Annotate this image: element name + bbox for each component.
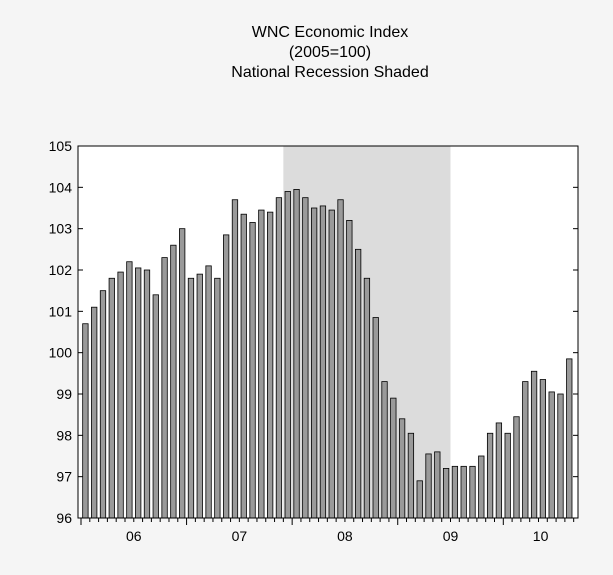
bar-2009-10 — [478, 455, 485, 519]
bar-2008-04 — [319, 205, 327, 519]
x-tick-label-10: 10 — [533, 528, 549, 544]
y-tick-label-102: 102 — [49, 262, 73, 278]
bar-2007-04 — [214, 277, 221, 519]
x-tick-label-08: 08 — [337, 528, 353, 544]
y-tick-label-97: 97 — [56, 469, 72, 485]
y-axis: 96 97 98 99 100 101 102 103 104 105 — [49, 138, 578, 526]
bar-2009-03 — [416, 480, 423, 519]
bar-2006-10 — [161, 257, 168, 519]
bar-2006-07 — [135, 267, 142, 519]
bar-2006-01 — [82, 323, 89, 519]
y-tick-label-96: 96 — [56, 510, 72, 526]
bar-2008-07 — [346, 219, 353, 519]
bar-2007-09 — [258, 209, 265, 519]
bar-2008-06 — [337, 199, 344, 519]
x-tick-label-07: 07 — [232, 528, 248, 544]
bar-2008-05 — [328, 209, 335, 519]
bar-2006-12 — [179, 228, 186, 519]
bar-2007-01 — [187, 277, 195, 519]
bar-2009-05 — [434, 451, 441, 519]
bar-2008-02 — [302, 197, 309, 519]
bar-2009-12 — [495, 422, 503, 519]
bar-2006-05 — [117, 271, 124, 519]
y-tick-label-105: 105 — [49, 138, 73, 154]
bar-2010-04 — [530, 370, 538, 519]
y-tick-label-104: 104 — [49, 179, 73, 195]
bar-2007-11 — [275, 197, 283, 519]
bar-2007-02 — [196, 273, 203, 519]
bar-2010-02 — [513, 416, 520, 519]
x-tick-label-09: 09 — [443, 528, 459, 544]
bar-2007-07 — [240, 213, 247, 519]
bar-2008-08 — [355, 248, 362, 519]
y-tick-label-98: 98 — [56, 427, 72, 443]
bar-2007-08 — [249, 222, 256, 519]
bar-2006-11 — [170, 244, 177, 519]
y-tick-label-101: 101 — [49, 303, 73, 319]
bar-series — [82, 188, 573, 519]
bar-2008-03 — [311, 207, 318, 519]
x-tick-label-06: 06 — [126, 528, 142, 544]
bar-2007-03 — [205, 265, 212, 519]
chart-title-line-3: National Recession Shaded — [231, 64, 428, 81]
bar-2009-04 — [425, 453, 432, 519]
bar-2009-11 — [486, 432, 494, 519]
bar-2009-01 — [398, 418, 406, 519]
bar-2009-02 — [407, 432, 415, 519]
bar-2007-05 — [223, 234, 230, 519]
bar-2008-11 — [381, 381, 388, 519]
bar-2008-12 — [390, 397, 397, 519]
bar-2009-08 — [460, 465, 467, 519]
bar-2006-03 — [99, 290, 107, 519]
bar-2010-05 — [539, 379, 547, 519]
bar-2007-06 — [231, 199, 239, 519]
bar-2009-07 — [451, 465, 459, 519]
bar-2006-04 — [108, 277, 115, 519]
chart-title-line-2: (2005=100) — [289, 44, 371, 61]
bar-2009-09 — [469, 465, 476, 519]
bar-2008-10 — [372, 317, 379, 519]
y-tick-label-103: 103 — [49, 221, 73, 237]
bar-2010-06 — [548, 391, 555, 519]
y-tick-label-99: 99 — [56, 386, 72, 402]
bar-2009-06 — [442, 467, 450, 519]
bar-2006-06 — [126, 261, 133, 519]
bar-2007-12 — [284, 191, 291, 519]
bar-2010-07 — [557, 393, 564, 519]
bar-2010-08 — [566, 358, 573, 519]
y-tick-label-100: 100 — [49, 345, 73, 361]
bar-2008-09 — [363, 277, 371, 519]
bar-2010-01 — [504, 432, 511, 519]
bar-2006-02 — [91, 306, 98, 519]
bar-2006-08 — [143, 269, 151, 519]
bar-2007-10 — [267, 211, 274, 519]
bar-2010-03 — [522, 381, 529, 519]
x-axis: 06 07 08 09 10 — [80, 518, 575, 544]
plot-border — [77, 145, 579, 519]
chart-title-line-1: WNC Economic Index — [252, 24, 409, 41]
bar-2008-01 — [293, 188, 300, 519]
bar-2006-09 — [152, 294, 159, 519]
